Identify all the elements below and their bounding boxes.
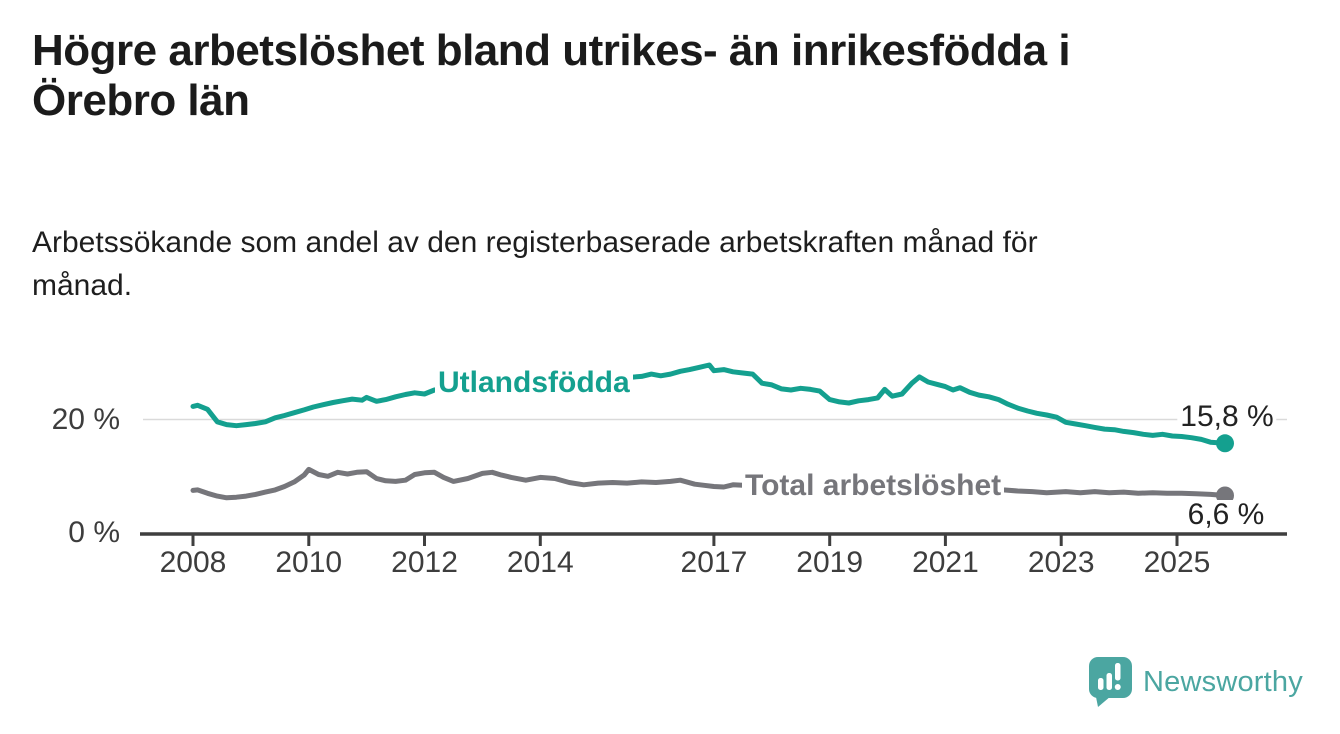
series-label-total-arbetsloshet: Total arbetslöshet bbox=[742, 469, 1005, 503]
line-utlandsfodda bbox=[190, 362, 1228, 446]
x-tick-label-2008: 2008 bbox=[159, 546, 227, 579]
chart-subtitle: Arbetssökande som andel av den registerb… bbox=[32, 221, 1038, 307]
x-tick-label-2023: 2023 bbox=[1027, 546, 1095, 579]
end-dot-utlandsfodda bbox=[1216, 434, 1234, 453]
newsworthy-branding: Newsworthy bbox=[1088, 656, 1303, 708]
newsworthy-logo-icon bbox=[1089, 657, 1132, 707]
x-tick-label-2025: 2025 bbox=[1143, 546, 1211, 579]
end-value-label-total: 6,6 % bbox=[1184, 500, 1268, 530]
chart-subtitle-line-1: Arbetssökande som andel av den registerb… bbox=[32, 226, 1038, 259]
x-tick-label-2017: 2017 bbox=[680, 546, 748, 579]
x-tick-label-2014: 2014 bbox=[506, 546, 574, 579]
line-total bbox=[190, 466, 1228, 501]
chart-title: Högre arbetslöshet bland utrikes- än inr… bbox=[32, 26, 1071, 126]
end-value-label-utlandsfodda: 15,8 % bbox=[1177, 402, 1277, 432]
chart-title-line-1: Högre arbetslöshet bland utrikes- än inr… bbox=[32, 26, 1071, 75]
newsworthy-wordmark: Newsworthy bbox=[1143, 665, 1303, 698]
x-tick-label-2019: 2019 bbox=[796, 546, 864, 579]
y-tick-label-0: 0 % bbox=[68, 516, 120, 549]
y-tick-label-20: 20 % bbox=[51, 402, 120, 436]
x-tick-label-2021: 2021 bbox=[912, 546, 979, 579]
series-label-utlandsfodda: Utlandsfödda bbox=[435, 366, 633, 400]
x-tick-label-2012: 2012 bbox=[391, 546, 458, 579]
chart-title-line-2: Örebro län bbox=[32, 76, 250, 125]
chart-subtitle-line-2: månad. bbox=[32, 269, 133, 302]
x-tick-label-2010: 2010 bbox=[275, 546, 343, 579]
